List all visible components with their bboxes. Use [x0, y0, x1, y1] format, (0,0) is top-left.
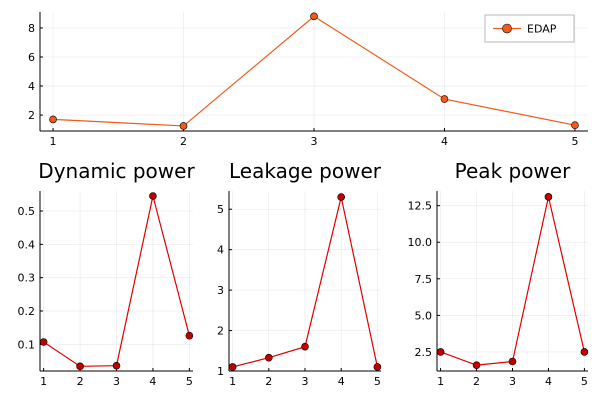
panel-title: Leakage power	[229, 159, 382, 183]
x-tick-label: 4	[545, 375, 552, 388]
data-point	[472, 361, 481, 369]
x-tick-label: 2	[180, 135, 187, 148]
y-tick-label: 7.5	[415, 273, 433, 286]
data-point	[185, 331, 194, 340]
x-tick-label: 3	[302, 375, 309, 388]
y-tick-label: 8	[28, 22, 35, 35]
y-tick-label: 2	[28, 109, 35, 122]
chart-panel-3: 1 2 3 4 5 1 2 3 4 5 Leakage power	[217, 159, 382, 388]
data-point	[544, 193, 553, 201]
data-point	[49, 115, 57, 124]
data-point	[76, 362, 84, 371]
panel-title: Dynamic power	[38, 159, 195, 183]
legend: EDAP	[484, 14, 575, 43]
x-tick-label: 4	[149, 375, 156, 388]
x-tick-label: 5	[374, 375, 381, 388]
data-point	[571, 121, 579, 129]
x-tick-label: 1	[437, 375, 444, 388]
chart-panel-2: 1 2 3 4 5 0.1 0.2 0.3 0.4 0.5 Dynamic power	[18, 159, 196, 388]
x-tick-label: 5	[571, 135, 578, 148]
x-tick-label: 2	[265, 375, 272, 388]
x-tick-label: 4	[441, 135, 448, 148]
chart-panel-4: 1 2 3 4 5 2.5 5.0 7.5 10.0 12.5 Peak power	[408, 159, 589, 388]
y-tick-label: 0.2	[18, 305, 36, 318]
data-point	[373, 363, 382, 371]
data-point	[440, 95, 449, 103]
chart-panel-1: 1 2 3 4 5 2 4 6 8 EDAP	[28, 12, 588, 148]
x-tick-label: 5	[186, 375, 193, 388]
data-point	[39, 338, 48, 346]
panel-title: Peak power	[455, 159, 571, 183]
legend-marker	[502, 23, 512, 34]
legend-label: EDAP	[527, 23, 557, 36]
x-tick-label: 3	[311, 135, 318, 148]
y-tick-label: 3	[217, 284, 224, 297]
x-tick-label: 1	[50, 135, 57, 148]
data-point	[112, 361, 121, 370]
x-tick-label: 5	[581, 375, 588, 388]
y-tick-label: 12.5	[408, 200, 433, 213]
y-tick-label: 4	[28, 80, 35, 93]
y-tick-label: 6	[28, 51, 35, 64]
x-tick-label: 3	[113, 375, 120, 388]
y-tick-label: 0.1	[18, 338, 36, 351]
y-tick-label: 1	[217, 365, 224, 378]
y-tick-label: 5.0	[415, 309, 433, 322]
y-tick-label: 5	[217, 203, 224, 216]
x-tick-label: 2	[473, 375, 480, 388]
data-point	[265, 353, 273, 362]
data-point	[301, 342, 309, 351]
data-point	[149, 192, 157, 200]
x-tick-label: 1	[229, 375, 236, 388]
y-tick-label: 0.4	[18, 238, 36, 251]
x-tick-label: 3	[509, 375, 516, 388]
x-tick-label: 4	[338, 375, 345, 388]
data-point	[508, 357, 517, 366]
data-point	[179, 122, 188, 130]
y-tick-label: 10.0	[408, 236, 433, 249]
y-tick-label: 0.5	[18, 205, 36, 218]
data-point	[436, 348, 445, 356]
data-point	[228, 363, 237, 371]
data-point	[337, 193, 345, 201]
data-point	[310, 12, 318, 21]
data-point	[580, 348, 589, 356]
y-tick-label: 2	[217, 325, 224, 338]
y-tick-label: 0.3	[18, 272, 36, 285]
y-tick-label: 2.5	[415, 346, 433, 359]
x-tick-label: 2	[77, 375, 84, 388]
y-tick-label: 4	[217, 244, 224, 257]
x-tick-label: 1	[40, 375, 47, 388]
